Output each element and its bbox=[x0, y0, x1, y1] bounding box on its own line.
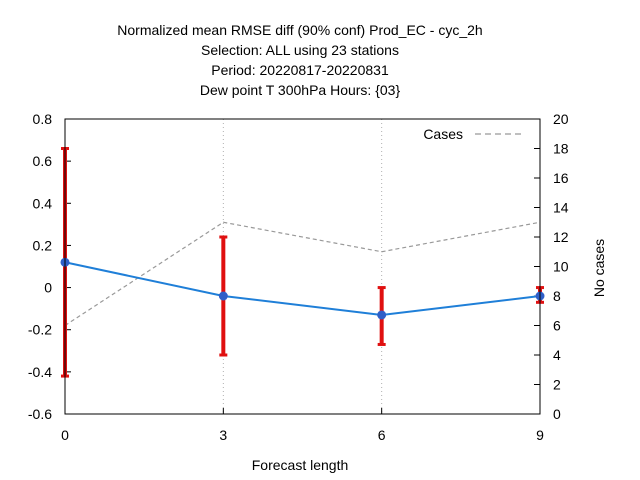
x-tick-label-0: 0 bbox=[61, 427, 69, 443]
y-tick-label-1: -0.4 bbox=[28, 364, 52, 380]
y2-axis-ticks: 0 2 4 6 8 10 12 14 16 18 20 bbox=[534, 111, 569, 422]
rmse-diff-line bbox=[64, 261, 541, 316]
y2-tick-label-3: 6 bbox=[553, 318, 561, 334]
x-axis-ticks: 0 3 6 9 bbox=[61, 408, 544, 443]
y-axis-ticks: -0.6 -0.4 -0.2 0 0.2 0.4 0.6 0.8 bbox=[28, 111, 71, 422]
y2-tick-label-1: 2 bbox=[553, 377, 561, 393]
plot-frame bbox=[64, 118, 541, 415]
rmse-diff-series bbox=[60, 257, 545, 320]
x-tick-label-2: 6 bbox=[378, 427, 386, 443]
y2-axis-label: No cases bbox=[591, 239, 607, 297]
rmse-diff-point-1 bbox=[218, 291, 228, 301]
y2-tick-label-7: 14 bbox=[553, 200, 569, 216]
title-line-3: Period: 20220817-20220831 bbox=[211, 62, 389, 78]
y-tick-label-5: 0.4 bbox=[33, 195, 53, 211]
y2-tick-label-5: 10 bbox=[553, 259, 569, 275]
y-tick-label-4: 0.2 bbox=[33, 237, 53, 253]
cases-line bbox=[64, 221, 541, 327]
y2-tick-label-6: 12 bbox=[553, 229, 569, 245]
grid-lines bbox=[222, 119, 383, 414]
title-line-2: Selection: ALL using 23 stations bbox=[201, 42, 399, 58]
y-tick-label-0: -0.6 bbox=[28, 406, 52, 422]
rmse-diff-point-2 bbox=[377, 310, 387, 320]
x-tick-label-3: 9 bbox=[536, 427, 544, 443]
y2-tick-label-0: 0 bbox=[553, 406, 561, 422]
legend-label-cases: Cases bbox=[423, 126, 463, 142]
x-tick-label-1: 3 bbox=[219, 427, 227, 443]
y-tick-label-3: 0 bbox=[44, 280, 52, 296]
y-tick-label-2: -0.2 bbox=[28, 322, 52, 338]
x-axis-label: Forecast length bbox=[252, 457, 349, 473]
y2-tick-label-9: 18 bbox=[553, 141, 569, 157]
y2-tick-label-2: 4 bbox=[553, 347, 561, 363]
y2-tick-label-8: 16 bbox=[553, 170, 569, 186]
legend: Cases bbox=[423, 126, 522, 142]
title-line-4: Dew point T 300hPa Hours: {03} bbox=[200, 82, 401, 98]
error-bars bbox=[61, 147, 544, 378]
chart-title: Normalized mean RMSE diff (90% conf) Pro… bbox=[117, 22, 482, 98]
title-line-1: Normalized mean RMSE diff (90% conf) Pro… bbox=[117, 22, 482, 38]
y-tick-label-6: 0.6 bbox=[33, 153, 53, 169]
y-tick-label-7: 0.8 bbox=[33, 111, 53, 127]
y2-tick-label-10: 20 bbox=[553, 111, 569, 127]
cases-series bbox=[64, 221, 541, 327]
y2-tick-label-4: 8 bbox=[553, 288, 561, 304]
